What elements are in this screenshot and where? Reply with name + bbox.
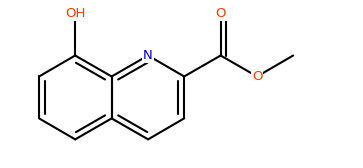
Text: OH: OH [65, 7, 85, 20]
Text: O: O [215, 7, 226, 20]
Text: N: N [143, 49, 153, 62]
Text: O: O [252, 70, 262, 83]
